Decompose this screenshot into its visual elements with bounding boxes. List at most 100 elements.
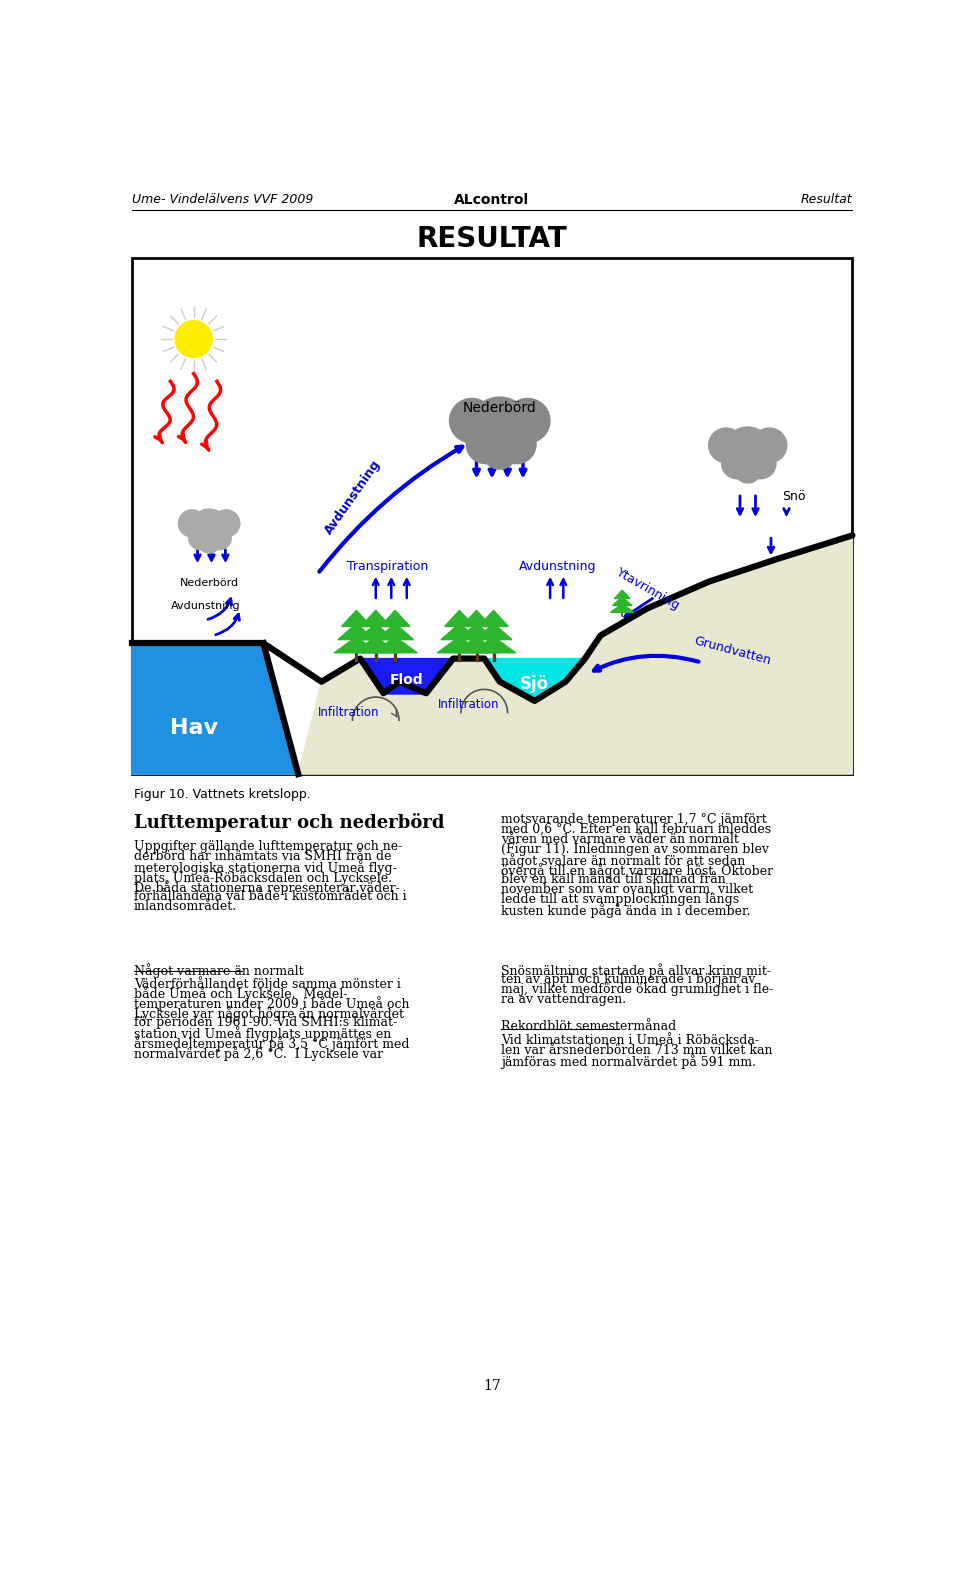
Circle shape [190, 508, 228, 546]
Text: våren med varmare väder än normalt: våren med varmare väder än normalt [501, 833, 739, 845]
Text: station vid Umeå flygplats uppmättes en: station vid Umeå flygplats uppmättes en [134, 1026, 392, 1040]
Circle shape [449, 398, 494, 442]
Text: De båda stationerna representerar väder-: De båda stationerna representerar väder- [134, 880, 399, 894]
Polygon shape [373, 637, 418, 653]
Bar [132, 258, 852, 774]
Polygon shape [454, 637, 498, 653]
Text: Snö: Snö [782, 491, 806, 504]
Text: derbörd har inhämtats via SMHI från de: derbörd har inhämtats via SMHI från de [134, 850, 392, 863]
Circle shape [175, 321, 212, 357]
Text: ledde till att svampplockningen längs: ledde till att svampplockningen längs [501, 892, 739, 907]
Text: RESULTAT: RESULTAT [417, 225, 567, 253]
Polygon shape [484, 658, 585, 702]
Polygon shape [360, 658, 453, 694]
Polygon shape [380, 611, 410, 626]
Text: Något varmare än normalt: Något varmare än normalt [134, 963, 303, 977]
Polygon shape [471, 637, 516, 653]
Text: övergå till en något varmare höst. Oktober: övergå till en något varmare höst. Oktob… [501, 863, 774, 878]
Text: förhållandena väl både i kustområdet och i: förhållandena väl både i kustområdet och… [134, 889, 407, 903]
Text: (Figur 11). Inledningen av sommaren blev: (Figur 11). Inledningen av sommaren blev [501, 842, 769, 856]
Text: ra av vattendragen.: ra av vattendragen. [501, 993, 627, 1006]
Polygon shape [441, 623, 478, 639]
Polygon shape [438, 637, 482, 653]
Text: Nederbörd: Nederbörd [463, 401, 537, 416]
Text: Lufttemperatur och nederbörd: Lufttemperatur och nederbörd [134, 812, 444, 831]
Circle shape [722, 449, 752, 478]
Text: Resultat: Resultat [801, 194, 852, 206]
Text: Grundvatten: Grundvatten [692, 634, 772, 667]
Text: Sjö: Sjö [520, 675, 549, 693]
Text: Vid klimatstationen i Umeå i Röbäcksda-: Vid klimatstationen i Umeå i Röbäcksda- [501, 1034, 759, 1047]
Polygon shape [132, 535, 852, 774]
Circle shape [189, 526, 212, 549]
Text: ten av april och kulminerade i början av: ten av april och kulminerade i början av [501, 973, 756, 985]
Polygon shape [458, 623, 495, 639]
Circle shape [469, 397, 531, 458]
Polygon shape [361, 611, 391, 626]
Circle shape [497, 425, 536, 464]
Text: Lycksele var något högre än normalvärdet: Lycksele var något högre än normalvärdet [134, 1006, 404, 1022]
Polygon shape [612, 597, 632, 606]
Text: Väderförhållandet följde samma mönster i: Väderförhållandet följde samma mönster i [134, 976, 401, 990]
Text: Uppgifter gällande lufttemperatur och ne-: Uppgifter gällande lufttemperatur och ne… [134, 839, 402, 853]
Circle shape [708, 428, 743, 463]
Circle shape [734, 456, 760, 483]
Text: normalvärdet på 2,6 °C.  I Lycksele var: normalvärdet på 2,6 °C. I Lycksele var [134, 1047, 383, 1061]
Polygon shape [338, 623, 374, 639]
Text: 17: 17 [483, 1379, 501, 1393]
Circle shape [505, 398, 550, 442]
Text: Ume- Vindelälvens VVF 2009: Ume- Vindelälvens VVF 2009 [132, 194, 313, 206]
Circle shape [179, 510, 205, 537]
Circle shape [199, 532, 219, 552]
Text: både Umeå och Lycksele.  Medel-: både Umeå och Lycksele. Medel- [134, 985, 348, 1001]
Circle shape [212, 510, 240, 537]
Polygon shape [475, 623, 512, 639]
Text: Hav: Hav [170, 718, 218, 738]
Polygon shape [462, 611, 492, 626]
Text: Avdunstning: Avdunstning [519, 560, 596, 573]
Text: med 0,6 °C. Efter en kall februari inleddes: med 0,6 °C. Efter en kall februari inled… [501, 823, 772, 836]
Text: Nederbörd: Nederbörd [180, 578, 239, 587]
Text: ALcontrol: ALcontrol [454, 192, 530, 206]
Text: Avdunstning: Avdunstning [322, 456, 383, 537]
Polygon shape [444, 611, 474, 626]
Polygon shape [357, 623, 395, 639]
Polygon shape [479, 611, 508, 626]
Text: Transpiration: Transpiration [347, 560, 428, 573]
Polygon shape [342, 611, 372, 626]
Circle shape [483, 436, 516, 469]
Circle shape [746, 449, 776, 478]
Polygon shape [376, 623, 414, 639]
Circle shape [467, 425, 505, 464]
Text: Infiltration: Infiltration [318, 707, 379, 719]
Text: Avdunstning: Avdunstning [171, 601, 240, 611]
Text: för perioden 1961-90. Vid SMHI:s klimat-: för perioden 1961-90. Vid SMHI:s klimat- [134, 1015, 397, 1029]
Text: Rekordblöt semestermånad: Rekordblöt semestermånad [501, 1020, 677, 1034]
Text: Infiltration: Infiltration [438, 699, 499, 711]
Polygon shape [611, 604, 634, 612]
Polygon shape [334, 637, 378, 653]
Text: motsvarande temperaturer 1,7 °C jämfört: motsvarande temperaturer 1,7 °C jämfört [501, 812, 767, 826]
Text: Ytavrinning: Ytavrinning [614, 565, 683, 612]
Text: Flod: Flod [390, 674, 423, 688]
Text: plats, Umeå-Röbäcksdalen och Lycksele.: plats, Umeå-Röbäcksdalen och Lycksele. [134, 870, 392, 885]
Text: kusten kunde pågå ända in i december.: kusten kunde pågå ända in i december. [501, 903, 751, 918]
Polygon shape [353, 637, 397, 653]
Text: Snösmältning startade på allvar kring mit-: Snösmältning startade på allvar kring mi… [501, 963, 771, 977]
Text: temperaturen under 2009 i både Umeå och: temperaturen under 2009 i både Umeå och [134, 996, 410, 1011]
Text: jämföras med normalvärdet på 591 mm.: jämföras med normalvärdet på 591 mm. [501, 1053, 756, 1069]
Polygon shape [614, 590, 630, 598]
Text: len var årsnederbörden 713 mm vilket kan: len var årsnederbörden 713 mm vilket kan [501, 1044, 773, 1056]
Text: november som var ovanligt varm, vilket: november som var ovanligt varm, vilket [501, 883, 754, 896]
Circle shape [207, 526, 231, 549]
Circle shape [724, 427, 772, 474]
Text: blev en kall månad till skillnad från: blev en kall månad till skillnad från [501, 874, 726, 886]
Text: maj, vilket medförde ökad grumlighet i fle-: maj, vilket medförde ökad grumlighet i f… [501, 982, 774, 996]
Text: inlandsområdet.: inlandsområdet. [134, 900, 237, 913]
Text: Figur 10. Vattnets kretslopp.: Figur 10. Vattnets kretslopp. [134, 789, 311, 801]
Text: årsmedeltemperatur på 3,5 °C jämfört med: årsmedeltemperatur på 3,5 °C jämfört med [134, 1036, 410, 1051]
Text: meterologiska stationerna vid Umeå flyg-: meterologiska stationerna vid Umeå flyg- [134, 859, 396, 875]
Text: något svalare än normalt för att sedan: något svalare än normalt för att sedan [501, 853, 746, 867]
Circle shape [752, 428, 787, 463]
Polygon shape [132, 644, 299, 774]
